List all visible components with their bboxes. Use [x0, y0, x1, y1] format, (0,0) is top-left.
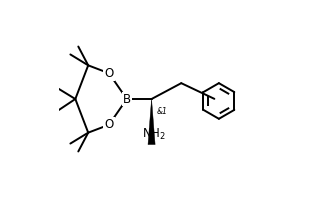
Polygon shape: [148, 99, 155, 145]
Text: O: O: [104, 67, 114, 80]
Text: O: O: [104, 118, 114, 131]
Text: NH$_2$: NH$_2$: [142, 127, 165, 142]
Text: &1: &1: [157, 107, 167, 116]
Text: B: B: [123, 92, 131, 106]
